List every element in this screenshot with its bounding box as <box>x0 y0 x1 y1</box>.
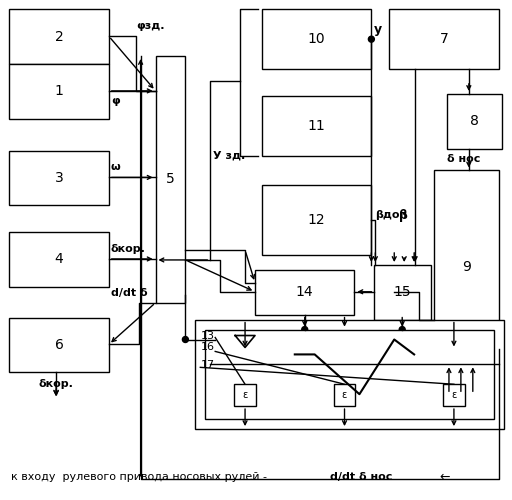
Text: δкор.: δкор. <box>111 244 146 254</box>
Bar <box>262 186 371 255</box>
Text: ω: ω <box>111 162 120 172</box>
Text: 7: 7 <box>440 32 449 46</box>
Text: 3: 3 <box>55 171 63 185</box>
Bar <box>9 232 109 287</box>
Bar <box>443 384 465 406</box>
Circle shape <box>342 346 348 352</box>
Text: 6: 6 <box>55 338 63 352</box>
Bar <box>156 56 185 302</box>
Bar <box>9 318 109 372</box>
Circle shape <box>369 36 374 42</box>
Bar <box>255 270 354 314</box>
Text: 13: 13 <box>201 330 215 340</box>
Bar <box>389 10 499 69</box>
Text: У зд.: У зд. <box>213 150 245 160</box>
Text: 11: 11 <box>308 118 326 132</box>
Text: 16: 16 <box>201 342 215 352</box>
Bar <box>234 384 256 406</box>
Text: 2: 2 <box>55 30 63 44</box>
Bar <box>9 10 109 64</box>
Text: φ: φ <box>111 96 119 106</box>
Text: 4: 4 <box>55 252 63 266</box>
Text: βдоп: βдоп <box>375 210 408 220</box>
Text: 12: 12 <box>308 213 326 227</box>
Text: δ нос: δ нос <box>447 154 481 164</box>
Circle shape <box>399 326 405 332</box>
Text: δкор.: δкор. <box>38 380 74 390</box>
Circle shape <box>182 336 188 342</box>
Text: 15: 15 <box>394 286 412 300</box>
Text: 9: 9 <box>462 260 471 274</box>
Text: β: β <box>399 208 408 222</box>
Bar <box>434 170 499 364</box>
Text: ε: ε <box>451 390 457 400</box>
Text: ←: ← <box>439 470 450 483</box>
Circle shape <box>302 326 308 332</box>
Text: у: у <box>373 22 381 36</box>
Text: φзд.: φзд. <box>137 21 165 31</box>
Text: d/dt δ нос: d/dt δ нос <box>330 472 392 482</box>
Bar <box>262 96 371 156</box>
Text: 17: 17 <box>201 360 215 370</box>
Bar <box>374 265 431 320</box>
Text: 1: 1 <box>55 84 63 98</box>
Bar <box>205 330 494 419</box>
Text: ε: ε <box>342 390 347 400</box>
Circle shape <box>242 346 248 352</box>
Bar <box>196 320 504 429</box>
Bar <box>447 94 502 148</box>
Bar <box>9 150 109 205</box>
Text: ε: ε <box>242 390 248 400</box>
Text: 5: 5 <box>166 172 175 186</box>
Bar <box>9 64 109 118</box>
Bar <box>334 384 355 406</box>
Text: 14: 14 <box>296 286 313 300</box>
Text: d/dt δ: d/dt δ <box>111 288 147 298</box>
Circle shape <box>451 346 457 352</box>
Text: к входу  рулевого привода носовых рулей -: к входу рулевого привода носовых рулей - <box>11 472 271 482</box>
Text: 8: 8 <box>470 114 479 128</box>
Text: 10: 10 <box>308 32 326 46</box>
Bar <box>262 10 371 69</box>
